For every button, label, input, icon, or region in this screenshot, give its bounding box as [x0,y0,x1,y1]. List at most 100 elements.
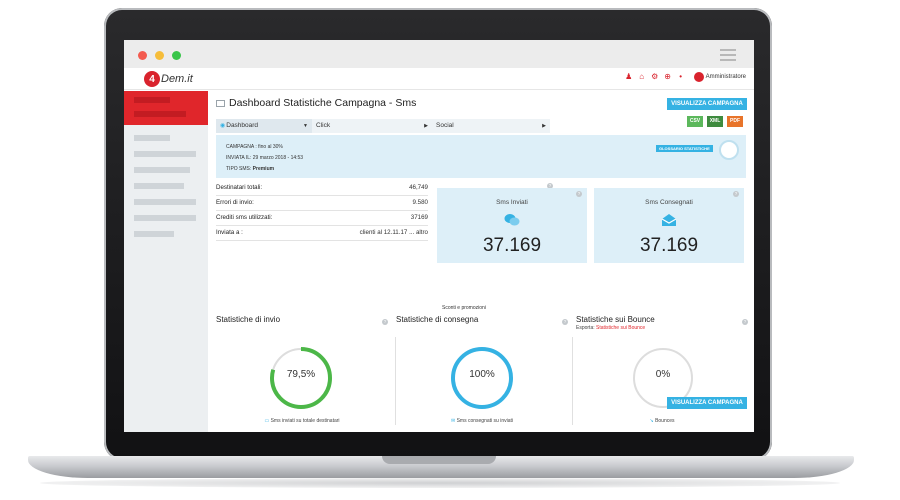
sidebar-item[interactable] [134,199,196,205]
close-window-button[interactable] [138,51,147,60]
sidebar-item[interactable] [134,215,196,221]
tab-dashboard[interactable]: ◉Dashboard ▼ [216,119,312,133]
bounce-export: Esporta: Statistiche sui Bounce [576,325,645,331]
gauge-value: 100% [469,369,495,380]
tab-social[interactable]: Social ▶ [432,119,550,133]
bounce-stats-panel: Statistiche sui Bounce Esporta: Statisti… [576,315,748,427]
app-screen: 4 Dem.it ♟ ⌂ ⚙ ⊕ • Amministratore [124,40,754,432]
panel-title: Statistiche sui Bounce [576,315,655,324]
laptop-notch [382,456,496,464]
main-content: Dashboard Statistiche Campagna - Sms VIS… [208,91,754,432]
bank-icon[interactable]: ⌂ [639,72,645,81]
sidebar-item-label-placeholder [134,97,170,103]
footer-label: Sms consegnati su inviati [456,418,513,424]
laptop-shadow [40,478,840,488]
summary-row: Crediti sms utilizzati: 37169 [216,211,428,226]
minimize-window-button[interactable] [155,51,164,60]
glossary-button[interactable]: GLOSSARIO STATISTICHE [656,145,713,152]
envelope-icon [216,99,225,107]
gauge-arc [270,347,332,409]
envelope-icon: ✉ [450,418,456,424]
gauge-ring [270,347,332,409]
panel-title: Statistiche di consegna [396,315,479,324]
logo-text: Dem.it [161,73,193,85]
help-icon[interactable]: ? [742,319,748,325]
sidebar-item-active[interactable] [124,91,208,125]
summary-label: Destinatari totali: [216,184,263,191]
bounce-gauge: 0% [630,345,696,411]
export-xml-button[interactable]: XML [707,116,723,127]
maximize-window-button[interactable] [172,51,181,60]
panel-divider [572,337,573,425]
panel-footer: ↘ Bounces [576,418,748,424]
gear-icon[interactable]: ⚙ [651,72,659,81]
caret-right-icon: ▶ [542,123,546,129]
send-gauge: 79,5% [268,345,334,411]
gauge-ring [451,347,513,409]
logo[interactable]: 4 Dem.it [144,71,193,87]
help-icon[interactable]: ? [733,191,739,197]
gauge-ring [633,348,693,408]
app-header: 4 Dem.it ♟ ⌂ ⚙ ⊕ • Amministratore [124,68,754,90]
chat-bubbles-icon [504,214,520,226]
envelope-open-icon [661,214,677,226]
summary-row: Errori di invio: 9.580 [216,196,428,211]
export-prefix: Esporta: [576,325,595,331]
users-icon[interactable]: ♟ [625,72,633,81]
campaign-sms-type: TIPO SMS: Premium [226,166,274,172]
view-campaign-button-bottom[interactable]: VISUALIZZA CAMPAGNA [667,397,747,409]
view-campaign-button[interactable]: VISUALIZZA CAMPAGNA [667,98,747,110]
summary-label: Errori di invio: [216,199,254,206]
sidebar-item[interactable] [134,151,196,157]
tab-click[interactable]: Click ▶ [312,119,432,133]
sidebar-item[interactable] [134,135,170,141]
gauge-value: 79,5% [286,369,316,380]
dashboard-icon: ◉ [220,123,226,129]
certified-seal-icon [719,140,739,160]
footer-label: Sms inviati su totale destinatari [270,418,340,424]
window-chrome [124,40,754,68]
gauge-value: 0% [655,369,671,380]
page-header: Dashboard Statistiche Campagna - Sms [216,97,416,109]
card-value: 37.169 [482,235,542,256]
delivery-stats-panel: Statistiche di consegna ? 100% ✉ Sms con… [396,315,568,427]
summary-row: Inviata a : clienti al 12.11.17 ... altr… [216,226,428,241]
tab-label: Click [316,122,331,129]
caret-right-icon: ▶ [424,123,428,129]
promotions-link[interactable]: Sconti e promozioni [442,305,486,311]
recipients-dropdown[interactable]: clienti al 12.11.17 ... altro [359,229,428,236]
sidebar-item[interactable] [134,167,190,173]
sidebar-item-label-placeholder [134,111,186,117]
card-title: Sms Inviati [496,199,528,206]
gauge-arc [451,347,513,409]
summary-value: 9.580 [412,199,428,206]
tab-bar: ◉Dashboard ▼ Click ▶ Social ▶ [216,119,550,133]
sms-delivered-card: ? Sms Consegnati 37.169 [594,188,744,263]
cart-icon[interactable]: ⊕ [664,72,671,81]
card-title: Sms Consegnati [645,199,693,206]
export-pdf-button[interactable]: PDF [727,116,743,127]
tab-label: Dashboard [226,122,259,129]
help-icon[interactable]: • [679,72,683,81]
sms-type-label: TIPO SMS: [226,166,252,172]
sidebar-item[interactable] [134,183,184,189]
help-icon[interactable]: ? [576,191,582,197]
user-menu[interactable]: Amministratore [693,72,746,82]
caret-down-icon: ▼ [303,123,308,129]
sidebar [124,91,208,432]
sidebar-item[interactable] [134,231,174,237]
export-csv-button[interactable]: CSV [687,116,703,127]
help-icon[interactable]: ? [547,183,553,189]
help-icon[interactable]: ? [382,319,388,325]
help-icon[interactable]: ? [562,319,568,325]
avatar [693,72,704,82]
bounce-export-link[interactable]: Statistiche sui Bounce [596,325,646,331]
summary-value: 46,749 [409,184,428,191]
sms-sent-card: ? Sms Inviati 37.169 [437,188,587,263]
send-stats-panel: Statistiche di invio ? 79,5% ▭ Sms invia… [216,315,388,427]
bounce-icon: ↘ [649,418,654,424]
hamburger-menu-icon[interactable] [720,49,736,61]
panel-divider [395,337,396,425]
delivery-gauge: 100% [449,345,515,411]
